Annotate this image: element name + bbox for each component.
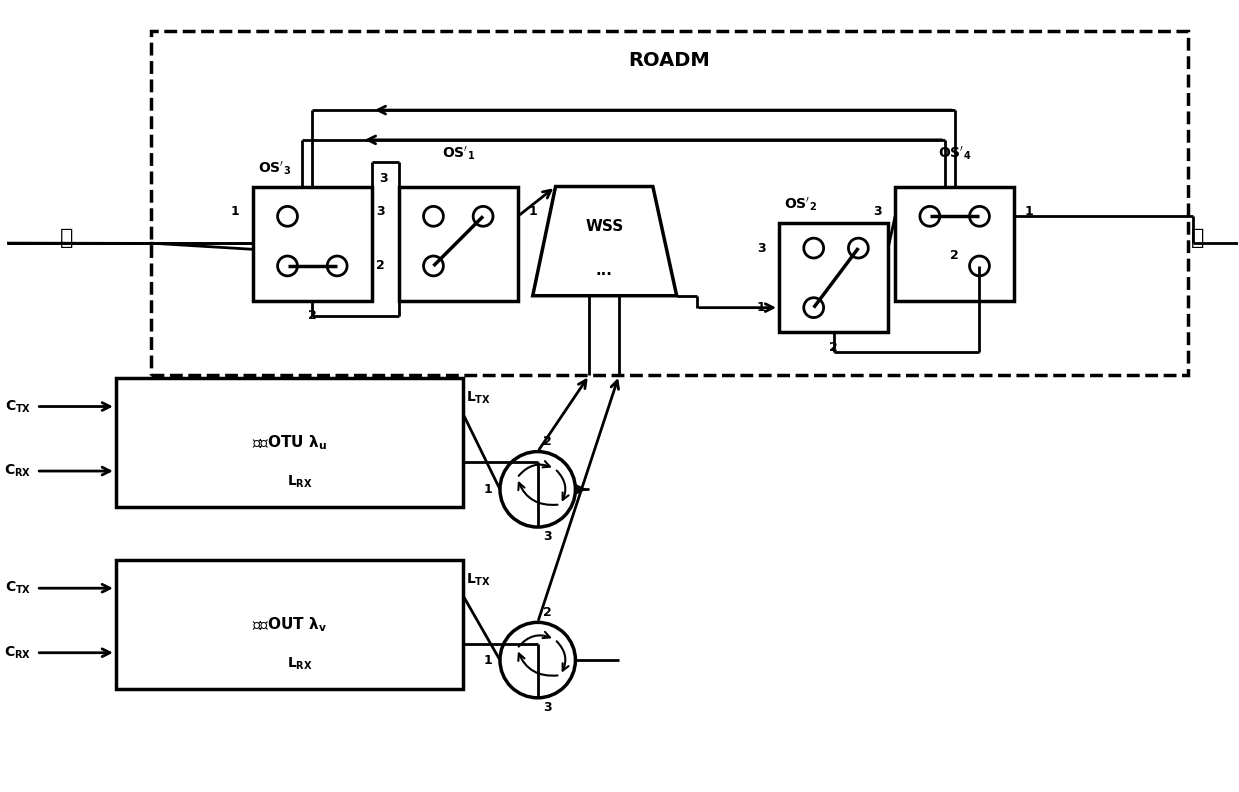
- Text: $\mathbf{OS'_4}$: $\mathbf{OS'_4}$: [938, 144, 971, 162]
- Text: $\mathbf{OS'_3}$: $\mathbf{OS'_3}$: [258, 159, 291, 177]
- Text: 3: 3: [379, 172, 388, 185]
- Text: WSS: WSS: [585, 219, 623, 234]
- Text: 3: 3: [544, 531, 551, 543]
- Text: 远端$\mathbf{OTU}$ $\mathbf{\lambda_u}$: 远端$\mathbf{OTU}$ $\mathbf{\lambda_u}$: [252, 433, 327, 452]
- Text: $\mathbf{OS'_2}$: $\mathbf{OS'_2}$: [784, 196, 817, 213]
- Text: $\mathbf{C_{RX}}$: $\mathbf{C_{RX}}$: [4, 645, 31, 661]
- Text: $\mathbf{C_{RX}}$: $\mathbf{C_{RX}}$: [4, 463, 31, 479]
- Text: $\mathbf{C_{TX}}$: $\mathbf{C_{TX}}$: [5, 398, 31, 415]
- Text: 1: 1: [230, 205, 239, 218]
- Bar: [115, 378, 463, 507]
- Text: 3: 3: [757, 242, 766, 254]
- Text: 西: 西: [59, 228, 73, 248]
- Bar: [253, 187, 372, 301]
- Text: $\mathbf{OS'_1}$: $\mathbf{OS'_1}$: [441, 144, 475, 162]
- Text: ROADM: ROADM: [628, 51, 710, 70]
- Text: 3: 3: [873, 205, 881, 218]
- Text: 1: 1: [1025, 205, 1033, 218]
- Text: 1: 1: [483, 483, 492, 496]
- Text: 1: 1: [528, 205, 538, 218]
- Text: 1: 1: [483, 653, 492, 667]
- Text: $\mathbf{L_{TX}}$: $\mathbf{L_{TX}}$: [466, 390, 491, 406]
- Text: 1: 1: [757, 301, 766, 314]
- Text: 2: 2: [309, 309, 317, 322]
- Text: 3: 3: [377, 205, 385, 218]
- Text: 2: 2: [829, 341, 838, 354]
- Text: $\mathbf{L_{RX}}$: $\mathbf{L_{RX}}$: [286, 474, 312, 490]
- Text: 2: 2: [543, 435, 553, 448]
- Bar: [895, 187, 1015, 301]
- Text: 3: 3: [544, 701, 551, 714]
- Text: 东: 东: [1191, 228, 1204, 248]
- Bar: [399, 187, 518, 301]
- Bar: [115, 560, 463, 689]
- Text: 2: 2: [543, 606, 553, 619]
- Text: $\mathbf{L_{TX}}$: $\mathbf{L_{TX}}$: [466, 572, 491, 588]
- Bar: [150, 31, 1188, 375]
- Text: 2: 2: [377, 260, 385, 272]
- Text: ...: ...: [596, 264, 612, 279]
- Text: $\mathbf{C_{TX}}$: $\mathbf{C_{TX}}$: [5, 580, 31, 596]
- Text: $\mathbf{L_{RX}}$: $\mathbf{L_{RX}}$: [286, 656, 312, 672]
- Bar: [779, 223, 888, 333]
- Text: 远端$\mathbf{OUT}$ $\mathbf{\lambda_v}$: 远端$\mathbf{OUT}$ $\mathbf{\lambda_v}$: [252, 615, 327, 634]
- Text: 2: 2: [950, 249, 959, 261]
